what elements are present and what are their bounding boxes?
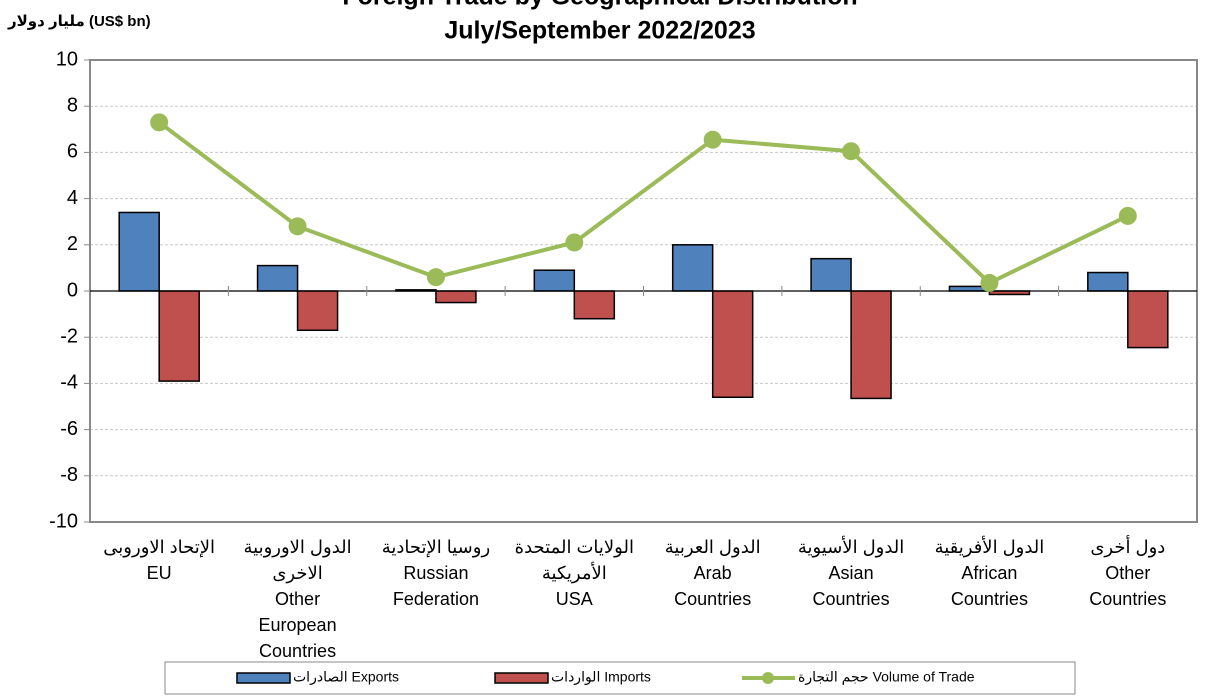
bar: [256, 264, 299, 292]
legend-swatch: [762, 672, 774, 684]
x-tick-label: دول أخرى: [1090, 535, 1165, 558]
bar: [158, 290, 200, 382]
y-tick-label: 8: [67, 94, 78, 116]
x-tick-label: European: [259, 615, 337, 635]
legend-label: حجم التجارة Volume of Trade: [798, 669, 975, 686]
x-tick-label: Countries: [1089, 589, 1166, 609]
x-tick-label: Arab: [694, 563, 732, 583]
bar: [296, 290, 339, 332]
x-tick-label: USA: [556, 589, 593, 609]
x-tick-label: Federation: [393, 589, 479, 609]
legend-label: الواردات Imports: [551, 669, 651, 686]
trade-point: [565, 233, 584, 252]
legend-label: الصادرات Exports: [293, 669, 399, 686]
bar: [1087, 271, 1129, 292]
x-tick-label: Countries: [813, 589, 890, 609]
bar: [435, 290, 477, 304]
bar: [711, 290, 754, 399]
x-tick-label: الأمريكية: [542, 562, 607, 584]
y-tick-label: 2: [67, 233, 78, 255]
trade-point: [980, 273, 999, 292]
y-tick-label: 6: [67, 141, 78, 163]
trade-line: [157, 120, 1129, 286]
bar: [671, 244, 714, 292]
legend-swatch: [236, 672, 291, 684]
y-tick-label: -10: [49, 510, 78, 532]
legend-swatch: [494, 672, 549, 684]
y-tick-label: -4: [60, 372, 78, 394]
x-tick-label: الدول الاوروبية: [243, 537, 351, 558]
x-tick-label: Countries: [259, 641, 336, 661]
x-tick-label: Countries: [951, 589, 1028, 609]
x-tick-label: الولايات المتحدة: [515, 537, 634, 558]
chart-title: Foreign Trade by Geographical Distributi…: [342, 0, 857, 11]
bar: [810, 257, 852, 292]
x-tick-label: Other: [1105, 563, 1150, 583]
trade-point: [426, 268, 445, 287]
bar: [850, 290, 892, 400]
y-tick-label: -2: [60, 325, 78, 347]
y-axis-label: مليار دولار (US$ bn): [7, 13, 151, 30]
trade-point: [703, 130, 722, 149]
trade-point: [150, 113, 169, 132]
x-tick-label: EU: [147, 563, 172, 583]
trade-point: [1118, 206, 1137, 225]
y-tick-label: -8: [60, 464, 78, 486]
y-tick-label: 4: [67, 187, 78, 209]
x-tick-label: Asian: [829, 563, 874, 583]
x-tick-label: Other: [275, 589, 320, 609]
bar: [1127, 290, 1169, 349]
bar: [533, 269, 576, 292]
bar: [118, 211, 160, 292]
y-tick-label: 0: [67, 279, 78, 301]
y-tick-label: 10: [56, 48, 78, 70]
trade-point: [288, 217, 307, 236]
trade-point: [842, 142, 861, 161]
x-tick-label: روسيا الإتحادية: [382, 537, 490, 558]
y-tick-label: -6: [60, 418, 78, 440]
x-tick-label: الاخرى: [272, 563, 322, 584]
x-tick-label: Countries: [674, 589, 751, 609]
legend-box: [164, 661, 1076, 695]
x-tick-label: Russian: [403, 563, 468, 583]
x-tick-label: African: [961, 563, 1017, 583]
x-tick-label: الدول الأفريقية: [935, 536, 1045, 558]
x-tick-label: الدول الأسيوية: [798, 536, 904, 558]
x-tick-label: الدول العربية: [665, 537, 761, 558]
chart-subtitle: July/September 2022/2023: [444, 17, 755, 45]
bar: [573, 290, 616, 320]
x-tick-label: الإتحاد الاوروبى: [103, 537, 215, 558]
